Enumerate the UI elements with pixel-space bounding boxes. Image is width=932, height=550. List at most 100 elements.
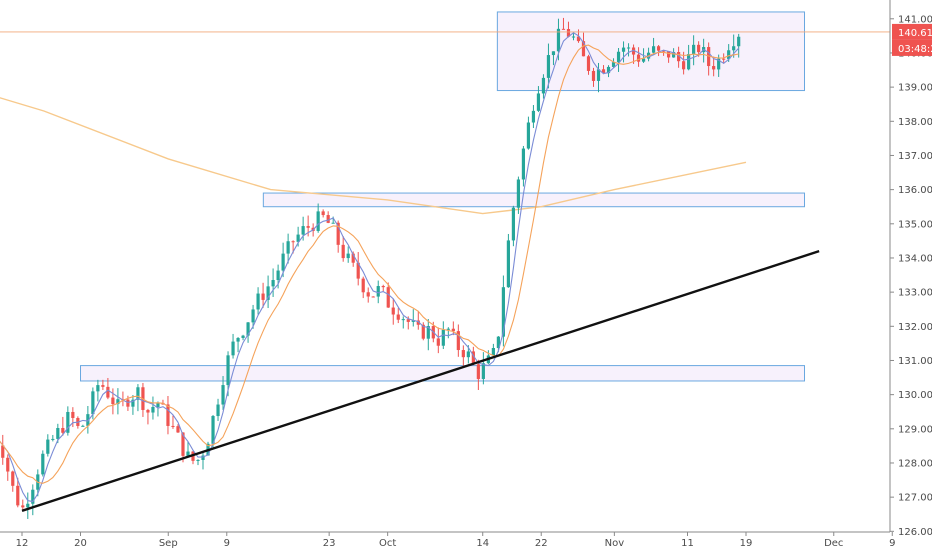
candle — [366, 287, 370, 303]
time-axis[interactable]: 12 20 Sep 9 23 Oct 14 22 Nov 11 19 Dec 9 — [0, 531, 895, 549]
candle-body — [256, 293, 260, 310]
candle-body — [571, 36, 576, 38]
candle — [11, 470, 15, 492]
candle-body — [506, 240, 510, 288]
candle-body — [516, 179, 521, 208]
candle — [261, 282, 265, 308]
candle-body — [116, 399, 120, 405]
candle-body — [356, 262, 360, 279]
candle — [236, 337, 240, 353]
candle-body — [526, 122, 531, 149]
candle — [111, 388, 115, 415]
candle — [416, 310, 420, 330]
candle — [481, 352, 485, 385]
candle — [551, 51, 556, 66]
candle-body — [336, 222, 340, 245]
candle — [241, 334, 245, 341]
candle — [51, 434, 55, 442]
candle — [581, 32, 586, 57]
time-tick-label: 23 — [323, 538, 336, 549]
candle-body — [441, 329, 445, 346]
candle — [341, 235, 345, 262]
candle-body — [71, 411, 75, 418]
candle-body — [11, 471, 15, 486]
candle — [246, 322, 250, 343]
candle-body — [682, 61, 686, 70]
time-tick-label: Nov — [605, 538, 625, 549]
price-tick-label: 133.000 — [898, 288, 932, 299]
candle — [156, 401, 160, 417]
candle — [737, 33, 741, 58]
candle-body — [251, 309, 255, 323]
candle-body — [687, 54, 691, 70]
candle-body — [411, 320, 415, 322]
candle-body — [576, 36, 581, 42]
candle — [456, 324, 460, 357]
fast-ma-line — [0, 32, 740, 503]
candle — [201, 452, 205, 470]
candle-body — [371, 296, 375, 298]
candle-body — [732, 46, 736, 51]
candle-body — [722, 58, 726, 60]
candle — [61, 416, 65, 436]
candle-body — [476, 364, 480, 379]
candle — [611, 58, 616, 69]
time-tick-label: 9 — [224, 538, 230, 549]
candle — [321, 209, 325, 218]
candle — [86, 406, 90, 434]
time-tick-label: 14 — [476, 538, 489, 549]
candle-body — [286, 241, 290, 254]
zone-mid[interactable] — [262, 192, 806, 208]
trendline[interactable] — [21, 249, 820, 512]
price-axis[interactable]: 126.000 127.000 128.000 129.000 130.000 131.0… — [889, 0, 932, 538]
price-tick-label: 130.000 — [898, 390, 932, 401]
candle-body — [131, 399, 135, 407]
last-price-value: 140.616 — [898, 28, 932, 39]
candle — [521, 145, 526, 187]
candle — [516, 176, 521, 214]
candle — [541, 74, 546, 99]
candle — [231, 333, 235, 359]
candle — [381, 284, 385, 293]
candle-body — [466, 351, 470, 358]
candle-body — [406, 319, 410, 322]
candle-body — [101, 385, 105, 387]
candle-body — [91, 391, 95, 415]
candle-body — [236, 337, 240, 342]
price-badges: 140.616 03:48:27 — [892, 23, 932, 56]
long-ma-line — [0, 97, 747, 215]
candle — [256, 287, 260, 315]
candle-body — [501, 287, 505, 337]
candle-body — [181, 432, 185, 456]
candle-body — [16, 485, 20, 506]
candle-body — [401, 319, 405, 321]
time-tick-label: 22 — [535, 538, 548, 549]
price-tick-label: 129.000 — [898, 424, 932, 435]
candle-body — [661, 50, 666, 52]
candle — [346, 246, 350, 263]
candle — [191, 450, 195, 465]
candle — [536, 86, 541, 113]
price-tick-label: 138.000 — [898, 117, 932, 128]
candle — [66, 406, 70, 436]
price-tick-label: 139.000 — [898, 83, 932, 94]
price-tick-label: 131.000 — [898, 356, 932, 367]
candle — [636, 47, 641, 67]
time-tick-label: Oct — [379, 538, 396, 549]
time-tick-label: 12 — [16, 538, 29, 549]
candle — [411, 309, 415, 327]
candle — [546, 43, 551, 89]
candle — [196, 459, 200, 466]
candle-body — [697, 44, 701, 53]
zones-layer — [80, 11, 806, 382]
price-tick-label: 128.000 — [898, 458, 932, 469]
long-moving-average-layer — [0, 97, 747, 215]
candle-body — [727, 50, 731, 60]
candle — [251, 304, 255, 329]
candle — [316, 203, 320, 233]
price-tick-label: 136.000 — [898, 185, 932, 196]
candle-body — [496, 336, 500, 348]
candle — [101, 379, 105, 391]
candle — [616, 48, 621, 72]
